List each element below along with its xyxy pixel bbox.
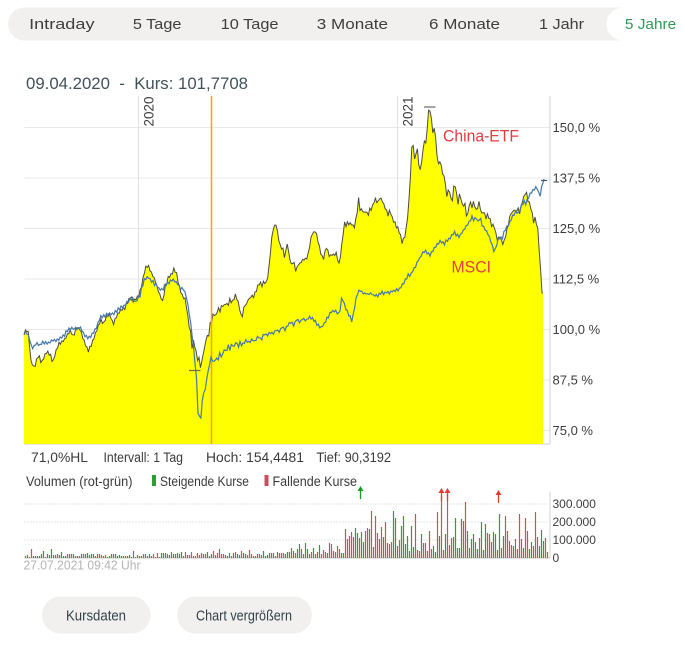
svg-text:Intraday: Intraday: [29, 16, 95, 33]
svg-text:2020: 2020: [142, 96, 157, 126]
svg-text:100.000: 100.000: [553, 533, 597, 547]
svg-text:China-ETF: China-ETF: [443, 128, 519, 146]
svg-text:10 Tage: 10 Tage: [221, 16, 279, 33]
svg-text:300.000: 300.000: [553, 497, 597, 511]
svg-text:5 Jahre: 5 Jahre: [625, 16, 676, 33]
svg-text:Kursdaten: Kursdaten: [66, 608, 126, 625]
svg-text:125,0 %: 125,0 %: [553, 221, 601, 236]
svg-text:2021: 2021: [401, 96, 416, 126]
svg-text:Hoch: 154,4481: Hoch: 154,4481: [206, 450, 304, 465]
svg-text:Fallende Kurse: Fallende Kurse: [273, 474, 358, 489]
svg-text:3 Monate: 3 Monate: [317, 16, 388, 33]
svg-text:137,5 %: 137,5 %: [553, 171, 601, 186]
svg-text:1 Jahr: 1 Jahr: [539, 16, 584, 33]
svg-text:Volumen (rot-grün): Volumen (rot-grün): [26, 474, 133, 489]
svg-text:87,5 %: 87,5 %: [553, 373, 594, 388]
svg-text:100,0 %: 100,0 %: [553, 322, 601, 337]
svg-text:75,0 %: 75,0 %: [553, 423, 594, 438]
svg-text:0: 0: [553, 551, 560, 565]
svg-text:Intervall: 1 Tag: Intervall: 1 Tag: [104, 450, 184, 465]
svg-text:Chart vergrößern: Chart vergrößern: [196, 608, 292, 625]
svg-text:27.07.2021 09:42 Uhr: 27.07.2021 09:42 Uhr: [24, 559, 141, 573]
svg-text:5 Tage: 5 Tage: [133, 16, 182, 33]
svg-text:Steigende Kurse: Steigende Kurse: [160, 474, 249, 489]
svg-text:71,0%HL: 71,0%HL: [31, 450, 88, 465]
svg-text:200.000: 200.000: [553, 515, 597, 529]
svg-text:09.04.2020 - Kurs: 101,7708: 09.04.2020 - Kurs: 101,7708: [26, 74, 248, 93]
svg-text:112,5 %: 112,5 %: [553, 272, 600, 287]
svg-text:150,0 %: 150,0 %: [553, 120, 601, 135]
svg-text:6 Monate: 6 Monate: [429, 16, 500, 33]
svg-text:MSCI: MSCI: [452, 259, 492, 277]
svg-text:Tief: 90,3192: Tief: 90,3192: [317, 450, 392, 465]
